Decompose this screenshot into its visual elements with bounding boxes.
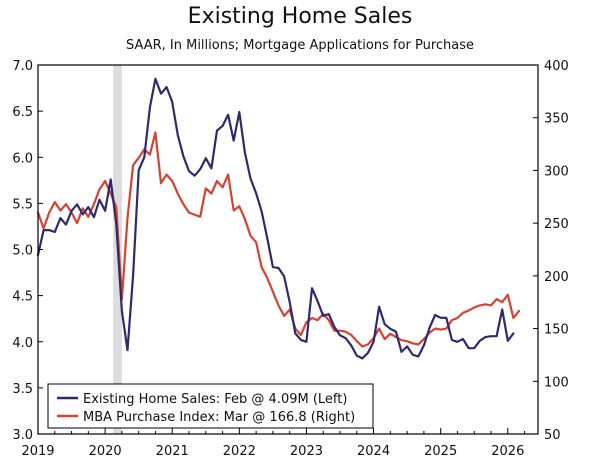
- series-line-mba-purchase-index: [36, 131, 521, 348]
- right-tick-label: 400: [544, 59, 569, 74]
- left-tick-label: 5.5: [12, 197, 33, 212]
- series-line-existing-home-sales: [36, 77, 515, 360]
- chart-subtitle: SAAR, In Millions; Mortgage Applications…: [125, 38, 475, 53]
- legend: Existing Home Sales: Feb @ 4.09M (Left) …: [47, 383, 374, 429]
- right-tick-label: 250: [544, 217, 569, 232]
- right-tick-label: 50: [544, 428, 561, 443]
- left-tick-label: 4.5: [12, 290, 33, 305]
- x-tick-label: 2024: [357, 444, 390, 459]
- series-layer: [36, 77, 521, 360]
- right-tick-label: 200: [544, 270, 569, 285]
- x-tick-label: 2023: [290, 444, 323, 459]
- right-tick-label: 100: [544, 375, 569, 390]
- left-tick-label: 4.0: [12, 336, 33, 351]
- right-tick-label: 350: [544, 112, 569, 127]
- chart-title: Existing Home Sales: [187, 4, 413, 29]
- plot-frame: [37, 64, 539, 435]
- legend-box: [47, 383, 374, 429]
- left-tick-label: 3.5: [12, 382, 33, 397]
- x-tick-label: 2021: [156, 444, 189, 459]
- x-tick-label: 2026: [491, 444, 524, 459]
- x-axis: 2019 2020 2021 2022 2023 2024 2025 2026: [21, 428, 526, 459]
- x-tick-label: 2020: [89, 444, 122, 459]
- right-axis: 50 100 150 200 250 300 350 400: [533, 59, 569, 443]
- left-axis: 3.0 3.5 4.0 4.5 5.0 5.5 6.0 6.5 7.0: [12, 59, 43, 443]
- x-tick-label: 2019: [21, 444, 54, 459]
- left-tick-label: 5.0: [12, 244, 33, 259]
- right-tick-label: 300: [544, 164, 569, 179]
- left-tick-label: 7.0: [12, 59, 33, 74]
- legend-label-mba-purchase-index: MBA Purchase Index: Mar @ 166.8 (Right): [83, 410, 355, 425]
- left-tick-label: 3.0: [12, 428, 33, 443]
- legend-label-existing-home-sales: Existing Home Sales: Feb @ 4.09M (Left): [83, 392, 347, 407]
- x-tick-label: 2022: [223, 444, 256, 459]
- left-tick-label: 6.5: [12, 105, 33, 120]
- left-tick-label: 6.0: [12, 151, 33, 166]
- right-tick-label: 150: [544, 323, 569, 338]
- x-tick-label: 2025: [424, 444, 457, 459]
